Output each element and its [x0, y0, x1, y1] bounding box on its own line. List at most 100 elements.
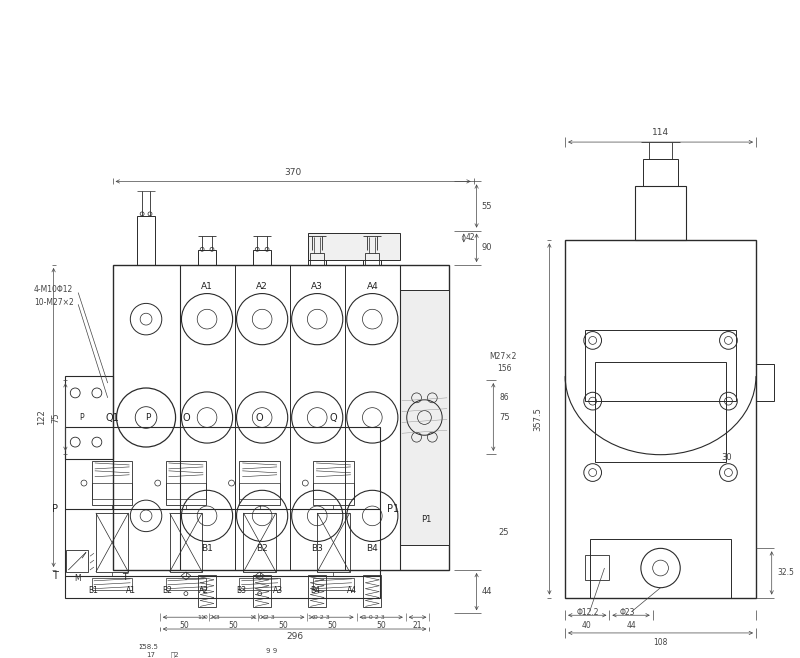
Text: 75: 75 [51, 412, 60, 423]
Text: 44: 44 [481, 587, 492, 596]
Text: 55: 55 [481, 201, 492, 211]
Text: 1 0 2 3: 1 0 2 3 [308, 615, 330, 620]
Text: M27×2: M27×2 [490, 352, 517, 361]
Text: 90: 90 [481, 243, 492, 252]
Text: 4-M10Φ12: 4-M10Φ12 [34, 285, 73, 294]
Bar [635, 186, 686, 240]
Bar [113, 265, 449, 570]
Text: Q1: Q1 [106, 413, 119, 422]
Text: A2: A2 [256, 282, 268, 291]
Text: M: M [74, 574, 81, 584]
Text: A4: A4 [347, 586, 357, 595]
Text: A4: A4 [366, 282, 378, 291]
Text: 108: 108 [654, 638, 668, 647]
Bar [363, 575, 381, 607]
Text: T: T [52, 571, 58, 581]
Bar [66, 427, 380, 597]
Text: B2: B2 [162, 586, 172, 595]
Text: 21: 21 [413, 620, 422, 630]
Text: 370: 370 [285, 168, 302, 177]
Bar [756, 364, 774, 401]
Text: Φ12.2: Φ12.2 [577, 608, 599, 617]
Text: A3: A3 [311, 282, 323, 291]
Text: 17: 17 [146, 651, 155, 657]
Bar [239, 461, 280, 505]
Text: 50: 50 [229, 620, 238, 630]
Bar [313, 461, 354, 505]
Text: 50: 50 [327, 620, 337, 630]
Text: P1: P1 [387, 504, 399, 514]
Bar [594, 362, 726, 462]
Bar [308, 575, 326, 607]
Bar [318, 513, 350, 572]
Text: B1: B1 [201, 544, 213, 553]
Bar [366, 253, 379, 265]
Text: B3: B3 [236, 586, 246, 595]
Text: 122: 122 [38, 410, 46, 425]
Bar [92, 578, 133, 590]
Bar [363, 250, 381, 265]
Text: 9 9: 9 9 [266, 647, 278, 653]
Text: P1: P1 [422, 515, 432, 524]
Bar [585, 555, 610, 580]
Text: A1: A1 [201, 282, 213, 291]
Text: B4: B4 [310, 586, 320, 595]
Text: P: P [51, 504, 58, 514]
Text: A2: A2 [199, 586, 210, 595]
Bar [166, 461, 206, 505]
Bar [400, 290, 449, 545]
Bar [138, 216, 155, 265]
Bar [239, 483, 280, 499]
Bar [170, 513, 202, 572]
Text: 1 0 2 3: 1 0 2 3 [198, 615, 220, 620]
Bar [66, 376, 113, 459]
Bar [198, 575, 216, 607]
Text: 42: 42 [466, 233, 475, 242]
Bar [310, 253, 324, 265]
Text: ΢2: ΢2 [170, 651, 179, 658]
Bar [166, 483, 206, 499]
Text: O: O [256, 413, 263, 422]
Bar [92, 483, 133, 499]
Text: 25: 25 [499, 528, 510, 537]
Bar [643, 159, 678, 186]
Text: T: T [122, 573, 127, 582]
Text: 357.5: 357.5 [533, 407, 542, 431]
Bar [254, 250, 271, 265]
Text: 50: 50 [179, 620, 190, 630]
Bar [585, 330, 736, 401]
Bar [198, 250, 216, 265]
Text: B1: B1 [89, 586, 98, 595]
Text: B3: B3 [311, 544, 323, 553]
Text: 32.5: 32.5 [777, 569, 794, 578]
Text: B4: B4 [366, 544, 378, 553]
Text: 10-M27×2: 10-M27×2 [34, 298, 74, 307]
Text: 296: 296 [286, 632, 303, 642]
Text: B2: B2 [256, 544, 268, 553]
Text: O: O [182, 413, 190, 422]
Bar [313, 578, 354, 590]
Text: Σ58.5: Σ58.5 [138, 644, 158, 649]
Text: 1 0 2 3: 1 0 2 3 [254, 615, 275, 620]
Text: 50: 50 [278, 620, 288, 630]
Text: 30: 30 [721, 453, 732, 463]
Text: A1: A1 [126, 586, 135, 595]
Text: 156: 156 [497, 364, 511, 373]
Bar [66, 550, 88, 572]
Text: Q: Q [330, 413, 338, 422]
Text: Φ23: Φ23 [619, 608, 634, 617]
Bar [239, 578, 280, 590]
Bar [590, 538, 731, 597]
Bar [254, 575, 271, 607]
Bar [308, 232, 400, 260]
Text: P: P [79, 413, 83, 422]
Bar [92, 461, 133, 505]
Text: 44: 44 [626, 620, 636, 630]
Text: 50: 50 [376, 620, 386, 630]
Bar [166, 578, 206, 590]
Text: 75: 75 [499, 413, 510, 422]
Text: A3: A3 [273, 586, 283, 595]
Text: 1 0 2 3: 1 0 2 3 [363, 615, 385, 620]
Bar [565, 240, 756, 597]
Text: 86: 86 [499, 393, 509, 402]
